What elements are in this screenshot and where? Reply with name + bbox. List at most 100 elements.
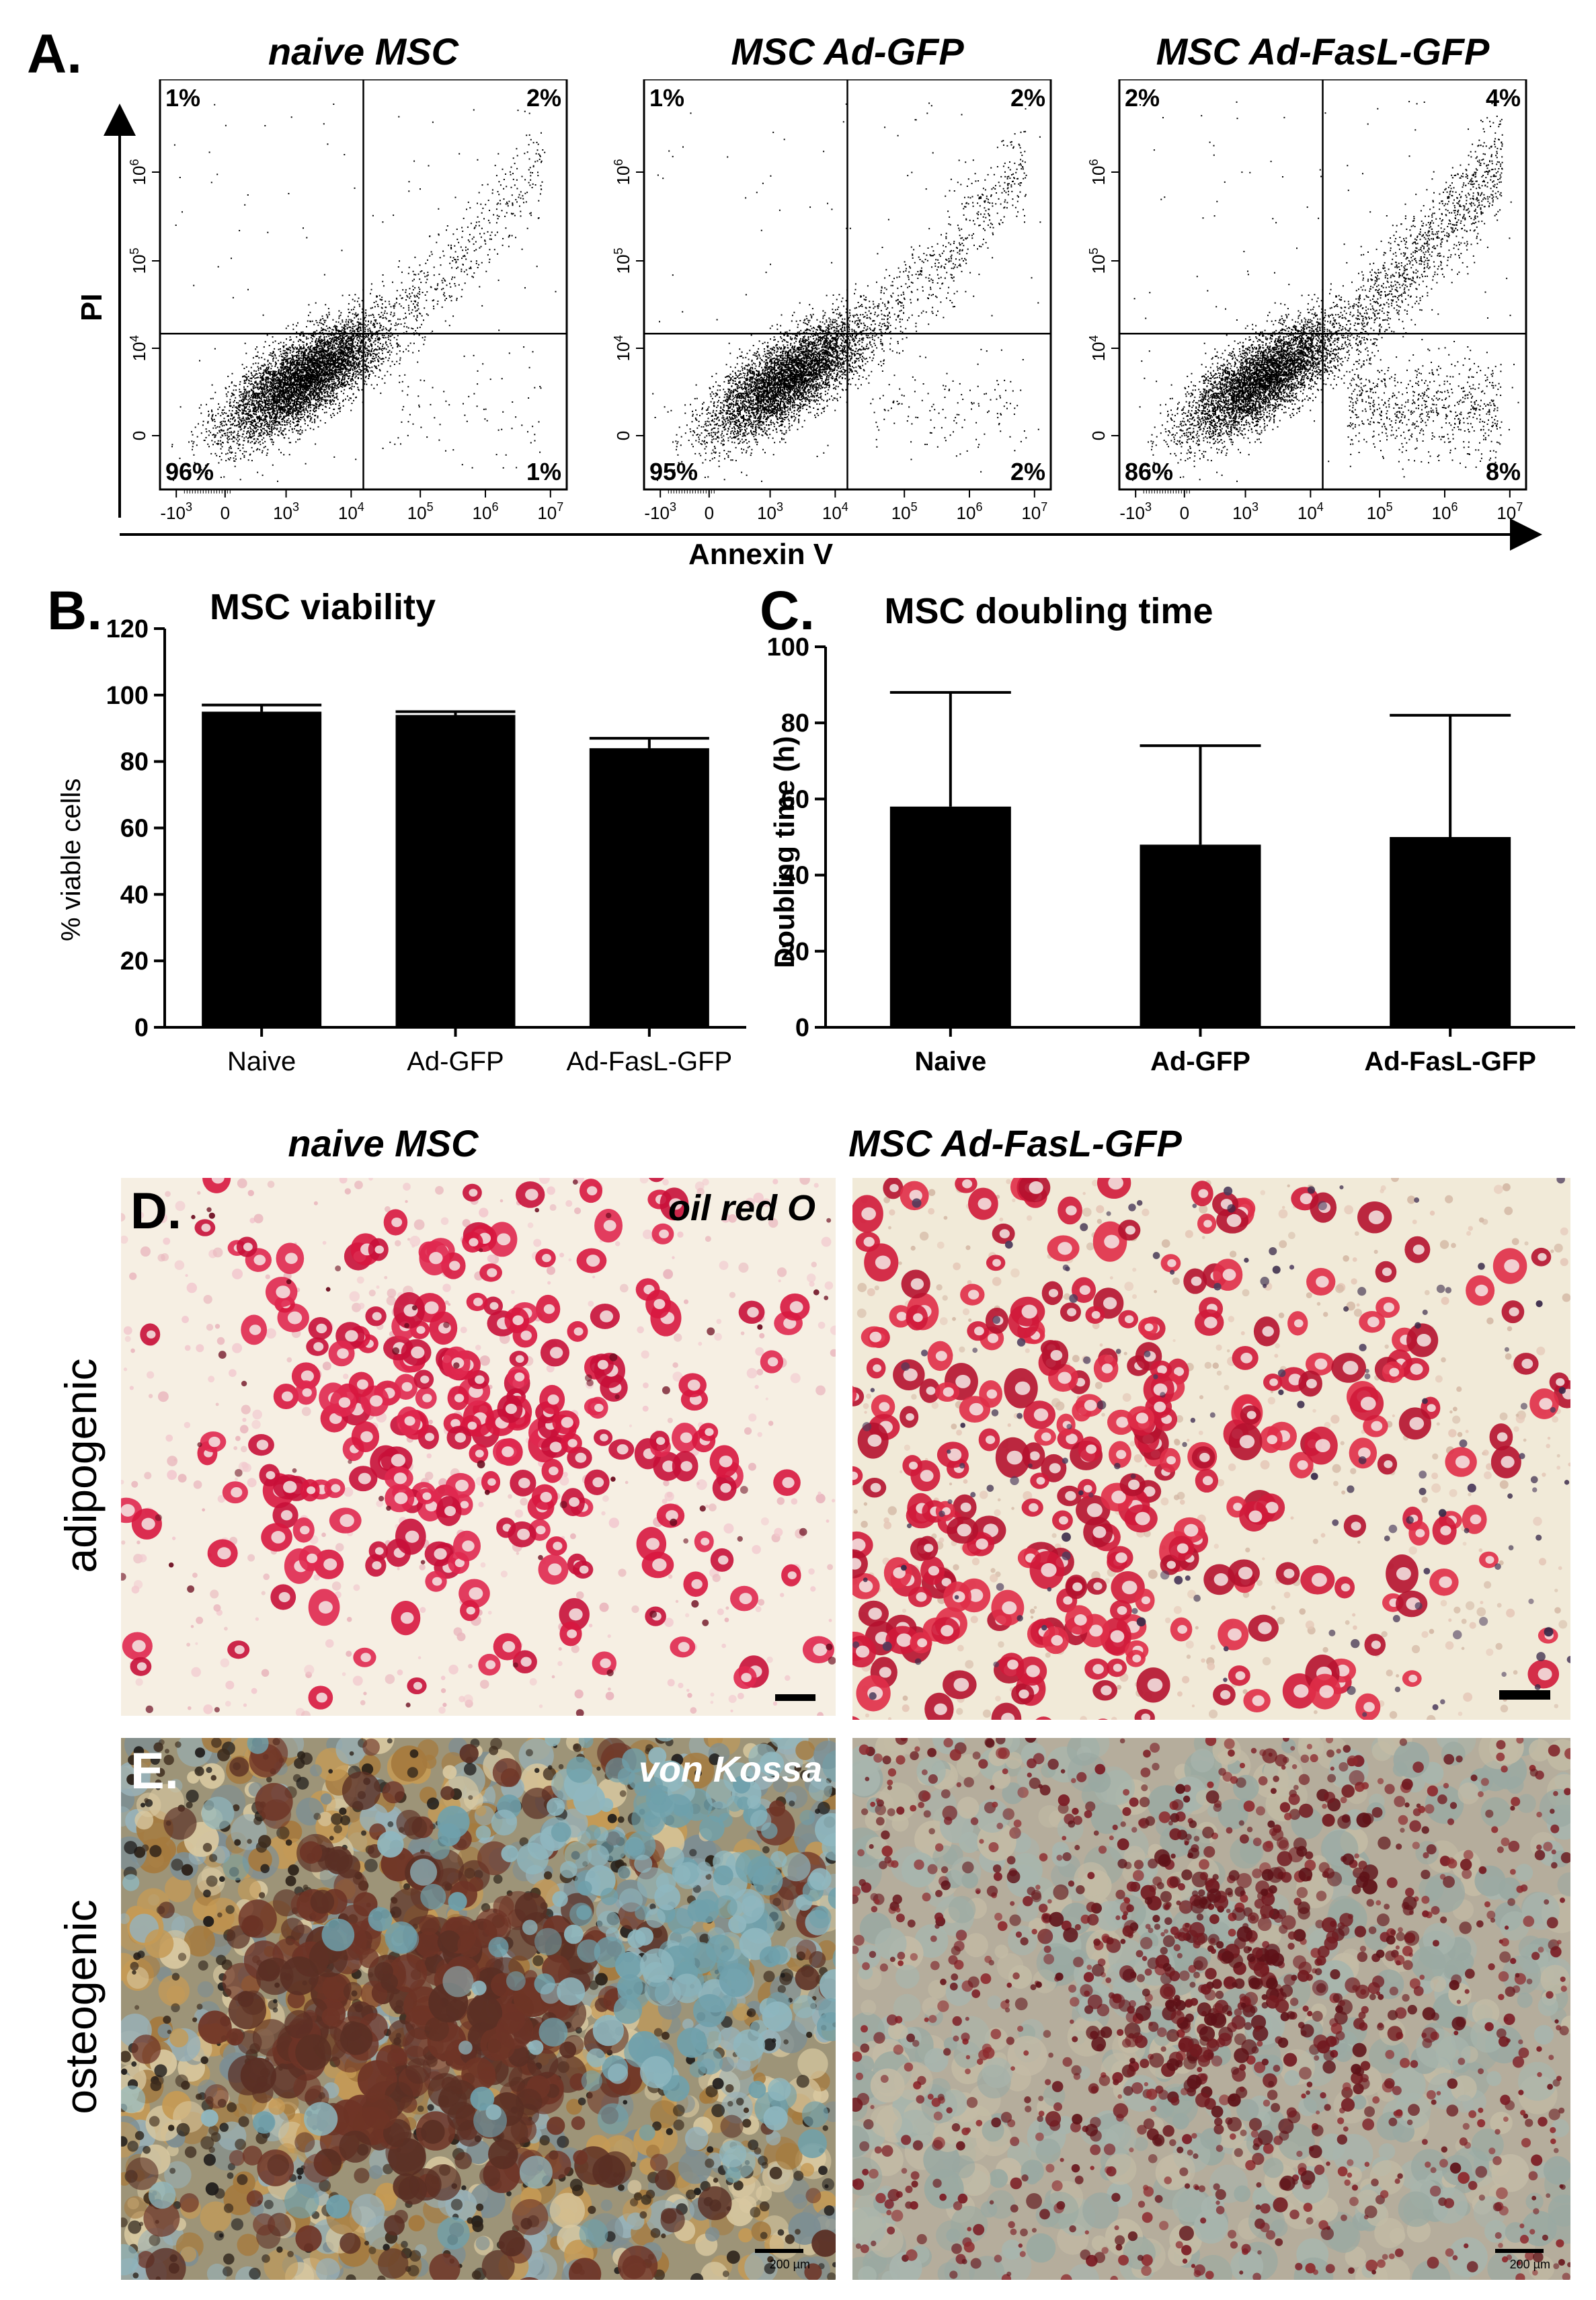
panel-d-letter: D.	[130, 1183, 182, 1240]
flow-plot-title: naive MSC	[268, 30, 459, 73]
y-tick-label: 104	[128, 335, 149, 362]
x-tick-label: -103	[160, 500, 192, 523]
y-tick-label: 0	[134, 1014, 149, 1042]
quadrant-pct-ll: 96%	[165, 458, 214, 485]
micrograph-adipogenic-naive: D. oil red O	[121, 1178, 836, 1716]
x-tick-label: 106	[473, 500, 499, 523]
y-tick-label: 105	[612, 248, 633, 274]
y-tick-label: 60	[781, 785, 809, 814]
x-tick-label: 0	[221, 503, 230, 523]
flow-plot: 1% 2% 95% 2% 0 104 105 106 -103 0 103 104 105 106 107	[612, 79, 1052, 523]
flow-plot: 2% 4% 86% 8% 0 104 105 106 -103 0 103 104 105 106 107	[1087, 79, 1527, 523]
quadrant-pct-ur: 4%	[1486, 84, 1521, 112]
x-tick-label: 0	[1180, 503, 1189, 523]
category-label: Naive	[914, 1047, 986, 1076]
y-tick-label: 106	[612, 159, 633, 186]
y-tick-label: 100	[106, 682, 149, 710]
x-tick-label: 104	[1298, 500, 1324, 523]
quadrant-pct-ll: 86%	[1125, 458, 1173, 485]
y-tick-label: 104	[1087, 335, 1109, 362]
x-tick-label: -103	[1119, 500, 1152, 523]
panel-a-axes	[104, 104, 1542, 551]
quadrant-pct-ul: 1%	[165, 84, 200, 112]
panel-c-letter: C.	[760, 580, 815, 641]
scale-label-e-right: 200 µm	[1509, 2258, 1550, 2271]
flow-plot-title: MSC Ad-FasL-GFP	[1156, 30, 1490, 73]
y-tick-label: 100	[767, 633, 809, 662]
x-tick-label: 106	[957, 500, 983, 523]
y-tick-label: 20	[781, 938, 809, 966]
category-label: Ad-GFP	[1150, 1047, 1250, 1076]
col-title-naive: naive MSC	[288, 1122, 479, 1164]
category-label: Ad-FasL-GFP	[1364, 1047, 1536, 1076]
y-tick-label: 106	[128, 159, 149, 186]
y-tick-label: 20	[120, 947, 149, 976]
flow-plot: 1% 2% 96% 1% 0 104 105 106 -103 0 103 104 105 106 107	[128, 79, 568, 523]
quadrant-pct-ul: 2%	[1125, 84, 1160, 112]
y-tick-label: 105	[1087, 248, 1109, 274]
y-tick-label: 40	[781, 862, 809, 890]
x-tick-label: 106	[1432, 500, 1458, 523]
panel-b-letter: B.	[47, 580, 102, 641]
quadrant-pct-ur: 2%	[1010, 84, 1045, 112]
bar	[395, 715, 516, 1027]
category-label: Naive	[227, 1047, 296, 1076]
x-tick-label: 105	[1367, 500, 1393, 523]
x-tick-label: -103	[644, 500, 676, 523]
y-tick-label: 80	[781, 709, 809, 738]
micrograph-osteogenic-naive: E. von Kossa 200 µm	[121, 1738, 836, 2280]
bar	[589, 748, 709, 1027]
x-tick-label: 107	[1497, 500, 1523, 523]
chart-b: 0 20 40 60 80 100 120 Naive Ad-GFP Ad-FasL-GFP	[106, 615, 746, 1076]
scale-label-e-left: 200 µm	[769, 2258, 810, 2271]
quadrant-pct-lr: 8%	[1486, 458, 1521, 485]
y-tick-label: 105	[128, 248, 149, 274]
x-tick-label: 105	[407, 500, 434, 523]
micrograph-adipogenic-fasl	[852, 1178, 1570, 1720]
x-tick-label: 107	[1021, 500, 1047, 523]
x-tick-label: 107	[537, 500, 563, 523]
row-label-adipogenic: adipogenic	[56, 1358, 106, 1573]
y-tick-label: 0	[1088, 431, 1109, 440]
stain-label-oil-red: oil red O	[668, 1188, 815, 1228]
y-tick-label: 60	[120, 815, 149, 843]
bar	[202, 711, 322, 1027]
category-label: Ad-FasL-GFP	[566, 1047, 732, 1076]
quadrant-pct-ll: 95%	[649, 458, 698, 485]
category-label: Ad-GFP	[407, 1047, 504, 1076]
scale-bar-e-right	[1495, 2249, 1544, 2253]
y-tick-label: 0	[795, 1014, 809, 1042]
panel-a-x-label: Annexin V	[688, 538, 834, 571]
quadrant-pct-ul: 1%	[649, 84, 684, 112]
panel-a-letter: A.	[27, 24, 82, 85]
quadrant-pct-lr: 1%	[526, 458, 561, 485]
x-tick-label: 104	[338, 500, 364, 523]
bar	[1140, 844, 1261, 1027]
y-tick-label: 104	[612, 335, 633, 362]
x-tick-label: 105	[891, 500, 918, 523]
micrograph-osteogenic-fasl: 200 µm	[852, 1738, 1570, 2280]
y-tick-label: 0	[613, 431, 633, 440]
panel-e-letter: E.	[130, 1743, 179, 1800]
y-tick-label: 80	[120, 748, 149, 777]
stain-label-von-kossa: von Kossa	[638, 1749, 822, 1790]
row-label-osteogenic: osteogenic	[56, 1899, 106, 2114]
chart-c: 0 20 40 60 80 100 Naive Ad-GFP Ad-FasL-GFP	[767, 633, 1575, 1076]
x-tick-label: 104	[822, 500, 848, 523]
x-tick-label: 103	[1232, 500, 1259, 523]
x-tick-label: 103	[757, 500, 783, 523]
x-tick-label: 103	[273, 500, 299, 523]
scale-bar-d-right	[1499, 1690, 1550, 1700]
chart-b-title: MSC viability	[209, 587, 436, 627]
flow-plot-title: MSC Ad-GFP	[731, 30, 964, 73]
y-tick-label: 0	[129, 431, 149, 440]
y-tick-label: 106	[1087, 159, 1109, 186]
y-tick-label: 120	[106, 615, 149, 643]
y-tick-label: 40	[120, 881, 149, 909]
flow-events	[171, 104, 557, 482]
scale-bar-e-left	[755, 2249, 803, 2253]
flow-events	[1131, 101, 1519, 482]
bar	[889, 806, 1011, 1027]
col-title-fasl: MSC Ad-FasL-GFP	[848, 1122, 1182, 1164]
chart-c-title: MSC doubling time	[884, 591, 1213, 631]
